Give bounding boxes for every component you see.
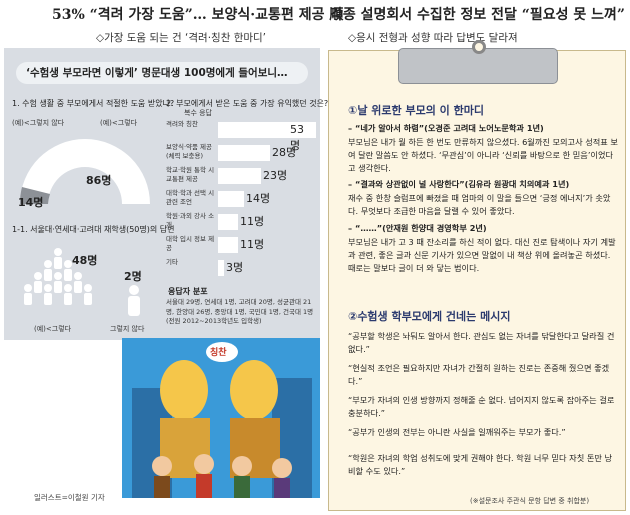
- clipboard-clip: [398, 48, 558, 84]
- sec1-item2-body: 재수 중 한창 슬럼프에 빠졌을 때 엄마의 이 말을 들으면 ‘긍정 에너지’…: [348, 193, 611, 216]
- parents-cheering-illustration: [122, 338, 320, 498]
- q1-no-value: 14명: [18, 196, 44, 209]
- survey-note: (※설문조사 주관식 문항 답변 중 취합분): [470, 497, 590, 505]
- survey-title: ‘수험생 부모라면 이렇게’ 명문대생 100명에게 들어보니…: [16, 62, 308, 84]
- sec2-item2: “현실적 조언은 필요하지만 자녀가 간절히 원하는 진로는 존중해 줬으면 좋…: [348, 363, 610, 386]
- section2-title: ②수험생 학부모에게 건네는 메시지: [348, 310, 511, 323]
- q2-bar-value: 11명: [240, 215, 265, 228]
- clipboard-panel: [328, 50, 626, 511]
- q2-bar: [218, 168, 261, 184]
- q2-bar: [218, 191, 244, 207]
- sec2-item4: “공부가 인생의 전부는 아니란 사실을 일깨워주는 부모가 좋다.”: [348, 427, 566, 437]
- illustration: 칭찬: [122, 338, 320, 498]
- q2-bar-row: 대학·학과 선택 시 관련 조언 14명: [166, 189, 314, 209]
- illustration-credit: 일러스트=이철원 기자: [34, 493, 105, 502]
- q2-bar-label: 학원·과외 강사 소개: [166, 212, 215, 229]
- q1-no-label: (예)<그렇지 않다: [12, 119, 65, 127]
- sec1-item1-head: – “네가 알아서 하렴”(오경준 고려대 노어노문학과 1년): [348, 123, 544, 133]
- q1-1-no-value: 2명: [124, 270, 142, 283]
- q2-bar-row: 학원·과외 강사 소개 11명: [166, 212, 314, 232]
- q1-1-question: 1-1. 서울대·연세대·고려대 재학생(50명)의 답변: [12, 225, 175, 234]
- q1-yes-value: 86명: [86, 174, 112, 187]
- q2-bar-value: 23명: [263, 169, 288, 182]
- clipboard-ring-icon: [472, 40, 486, 54]
- q2-bar-label: 격려와 칭찬: [166, 120, 198, 128]
- q2-bar-label: 대학 입시 정보 제공: [166, 235, 215, 252]
- subhead-left: ◇가장 도움 되는 건 ‘격려·칭찬 한마디’: [96, 32, 267, 44]
- q2-bar-row: 기타 3명: [166, 258, 314, 278]
- q1-yes-segment: [20, 139, 150, 204]
- q2-bar: [218, 145, 270, 161]
- sec1-item3-head: – “……”(안재원 한양대 경영학부 2년): [348, 223, 487, 233]
- sec1-item2-head: – “결과와 상관없이 널 사랑한다”(김유라 원광대 치의예과 1년): [348, 179, 570, 189]
- q2-bar: [218, 214, 238, 230]
- q2-bar-row: 보양식·약품 제공 (체력 보충용) 28명: [166, 143, 314, 163]
- dist-title: 응답자 분포: [168, 287, 208, 296]
- sec1-item1-body: 부모님은 내가 뭘 하든 한 번도 만류하지 않으셨다. 6월까진 모의고사 성…: [348, 137, 618, 173]
- q2-bar-label: 학교·학원 통학 시 교통편 제공: [166, 166, 215, 183]
- sec2-item3: “부모가 자녀의 인생 방향까지 정해줄 순 없다. 넘어지지 않도록 잡아주는…: [348, 395, 615, 418]
- q1-1-yes-label: (예)<그렇다: [34, 325, 72, 333]
- q2-note: 복수 응답: [184, 109, 212, 117]
- q1-yes-label: (예)<그렇다: [100, 119, 138, 127]
- q2-bar-row: 학교·학원 통학 시 교통편 제공 23명: [166, 166, 314, 186]
- q1-donut-chart: [19, 139, 150, 204]
- q2-bar-value: 14명: [246, 192, 271, 205]
- q2-bar-label: 기타: [166, 258, 178, 266]
- q2-question: 2. 부모에게서 받은 도움 중 가장 유익했던 것은?: [166, 99, 329, 108]
- q2-bar-row: 대학 입시 정보 제공 11명: [166, 235, 314, 255]
- headline-right: 각종 설명회서 수집한 정보 전달 “필요성 못 느껴”: [330, 7, 625, 23]
- q1-1-no-label: 그렇지 않다: [110, 325, 145, 333]
- q2-bar-value: 3명: [226, 261, 244, 274]
- q1-no-segment: [19, 187, 50, 204]
- survey-panel: ‘수험생 부모라면 이렇게’ 명문대생 100명에게 들어보니… 1. 수험 생…: [4, 48, 328, 340]
- people-pictogram: [24, 248, 92, 305]
- q2-bar: [218, 122, 316, 138]
- q1-1-yes-value: 48명: [72, 254, 98, 267]
- subhead-right: ◇응시 전형과 성향 따라 답변도 달라져: [348, 32, 518, 44]
- sec2-item5: “학원은 자녀의 학업 성취도에 맞게 권해야 한다. 학원 너무 믿다 자칫 …: [348, 453, 613, 476]
- section1-title: ①날 위로한 부모의 이 한마디: [348, 104, 484, 117]
- sec1-item3-body: 부모님은 내가 고 3 때 잔소리를 하신 적이 없다. 대신 진로 탐색이나 …: [348, 237, 616, 273]
- q2-bar-value: 28명: [272, 146, 297, 159]
- person-no-icon: [128, 285, 140, 316]
- q2-bar-label: 대학·학과 선택 시 관련 조언: [166, 189, 215, 206]
- q2-bar: [218, 260, 224, 276]
- q2-bar-row: 격려와 칭찬 53명: [166, 120, 316, 152]
- sec2-item1: “공부할 학생은 놔둬도 알아서 한다. 관심도 없는 자녀를 닦달한다고 달라…: [348, 331, 615, 354]
- headline-left: 53% “격려 가장 도움”… 보양식·교통편 제공 順: [52, 7, 344, 23]
- q2-bar-label: 보양식·약품 제공 (체력 보충용): [166, 143, 212, 160]
- q2-bar: [218, 237, 238, 253]
- dist-text: 서울대 29명, 연세대 1명, 고려대 20명, 성균관대 21명, 한양대 …: [166, 298, 314, 325]
- q2-bar-value: 11명: [240, 238, 265, 251]
- q2-bar-value: 53명: [290, 123, 304, 152]
- q1-question: 1. 수험 생활 중 부모에게서 적절한 도움 받았나?: [12, 99, 175, 108]
- speech-bubble-text: 칭찬: [210, 348, 227, 358]
